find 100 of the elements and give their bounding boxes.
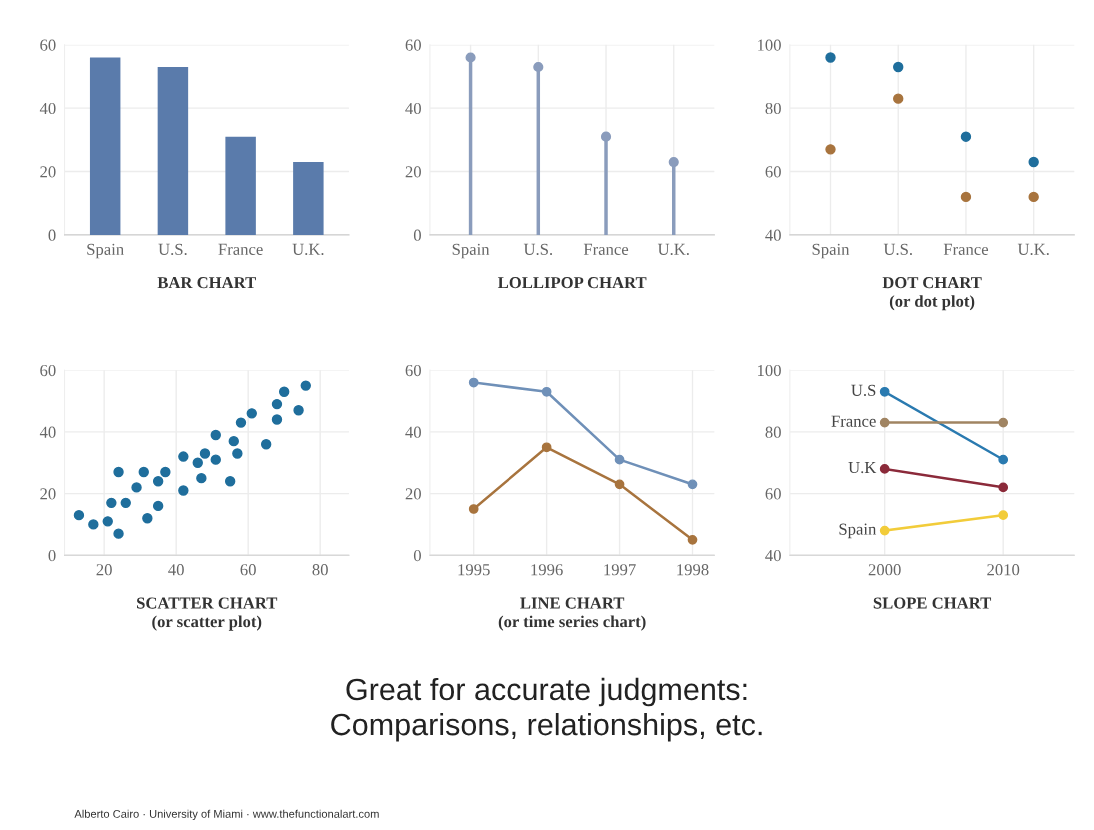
y-tick-label: 40: [39, 102, 56, 115]
y-tick-label: 60: [405, 364, 421, 377]
point: [300, 380, 311, 391]
point: [1028, 191, 1039, 203]
x-tick-label: U.S.: [883, 243, 912, 256]
x-tick-label: Spain: [87, 243, 124, 259]
point: [960, 131, 972, 142]
point: [468, 377, 479, 388]
text: SCATTER CHART (or scatter plot): [137, 597, 278, 631]
bar: [293, 162, 324, 235]
point: [893, 61, 904, 73]
point: [1028, 156, 1039, 168]
y-tick-label: 100: [758, 39, 781, 51]
y-tick-label: 60: [765, 488, 781, 500]
point: [998, 510, 1009, 521]
y-tick-label: 60: [405, 39, 421, 51]
y-tick-label: 40: [39, 426, 56, 438]
point: [271, 414, 283, 425]
y-tick-label: 0: [413, 549, 421, 562]
point: [533, 61, 544, 73]
point: [278, 386, 290, 397]
point: [468, 504, 479, 514]
text: Great for accurate judgments: Comparisons, relationships, etc.: [331, 677, 762, 742]
point: [113, 528, 124, 539]
x-tick-label: 1995: [458, 564, 490, 576]
point: [998, 454, 1009, 465]
x-tick-label: Spain: [452, 243, 490, 259]
text: LOLLIPOP CHART: [497, 277, 647, 289]
point: [600, 131, 612, 142]
point: [152, 500, 164, 512]
x-tick-label: U.K.: [1017, 243, 1049, 256]
bar: [157, 66, 189, 235]
y-tick-label: 60: [40, 39, 56, 51]
point: [88, 519, 99, 530]
point: [246, 408, 257, 419]
x-tick-label: 40: [168, 564, 184, 576]
point: [120, 497, 131, 509]
series-label: U.K: [848, 461, 877, 474]
x-tick-label: U.K.: [657, 243, 689, 256]
point: [178, 451, 189, 462]
point: [271, 398, 283, 410]
point: [210, 454, 221, 465]
x-tick-label: 1997: [604, 564, 636, 576]
x-tick-label: 2010: [987, 564, 1020, 576]
y-tick-label: 20: [40, 166, 56, 178]
bar: [89, 57, 121, 235]
point: [879, 417, 890, 428]
x-tick-label: U.S.: [158, 243, 187, 256]
x-tick-label: 1998: [677, 564, 709, 576]
text: SLOPE CHART: [873, 597, 992, 609]
y-tick-label: 20: [40, 488, 56, 500]
point: [879, 386, 890, 397]
y-tick-label: 0: [413, 229, 421, 241]
y-tick-label: 20: [405, 166, 421, 178]
point: [825, 52, 836, 63]
text: LINE CHART (or time series chart): [498, 597, 646, 631]
point: [879, 525, 890, 536]
text: BAR CHART: [157, 277, 256, 289]
point: [541, 386, 552, 397]
y-tick-label: 80: [765, 426, 781, 438]
point: [73, 509, 85, 521]
point: [178, 485, 189, 496]
x-tick-label: France: [943, 243, 989, 255]
y-tick-label: 60: [765, 166, 781, 178]
y-tick-label: 60: [40, 364, 56, 377]
y-tick-label: 100: [758, 364, 781, 377]
point: [960, 191, 972, 203]
point: [998, 482, 1009, 493]
y-tick-label: 20: [405, 488, 421, 500]
point: [232, 448, 243, 459]
point: [998, 417, 1009, 428]
x-tick-label: 60: [240, 564, 256, 576]
point: [102, 516, 113, 527]
y-tick-label: 40: [765, 229, 781, 241]
point: [293, 405, 304, 416]
x-tick-label: 80: [312, 564, 328, 576]
x-tick-label: 20: [96, 564, 112, 576]
x-tick-label: Spain: [812, 243, 850, 259]
point: [825, 144, 836, 155]
y-tick-label: 40: [765, 549, 781, 562]
point: [614, 454, 625, 465]
point: [199, 448, 211, 459]
y-tick-label: 0: [48, 549, 56, 562]
point: [192, 457, 203, 468]
point: [131, 482, 142, 493]
point: [687, 479, 698, 490]
x-tick-label: 1996: [531, 564, 563, 576]
point: [668, 156, 679, 168]
point: [210, 429, 221, 441]
text: Alberto Cairo · University of Miami · www.thefunctionalart.com: [74, 809, 379, 821]
series-label: U.S: [851, 384, 876, 397]
point: [142, 513, 153, 524]
x-tick-label: France: [218, 243, 263, 255]
text: DOT CHART (or dot plot): [882, 277, 982, 311]
series-label: Spain: [839, 523, 877, 539]
y-tick-label: 80: [765, 102, 781, 115]
point: [228, 435, 239, 447]
point: [541, 442, 552, 453]
y-tick-label: 40: [405, 426, 421, 438]
point: [196, 472, 207, 484]
